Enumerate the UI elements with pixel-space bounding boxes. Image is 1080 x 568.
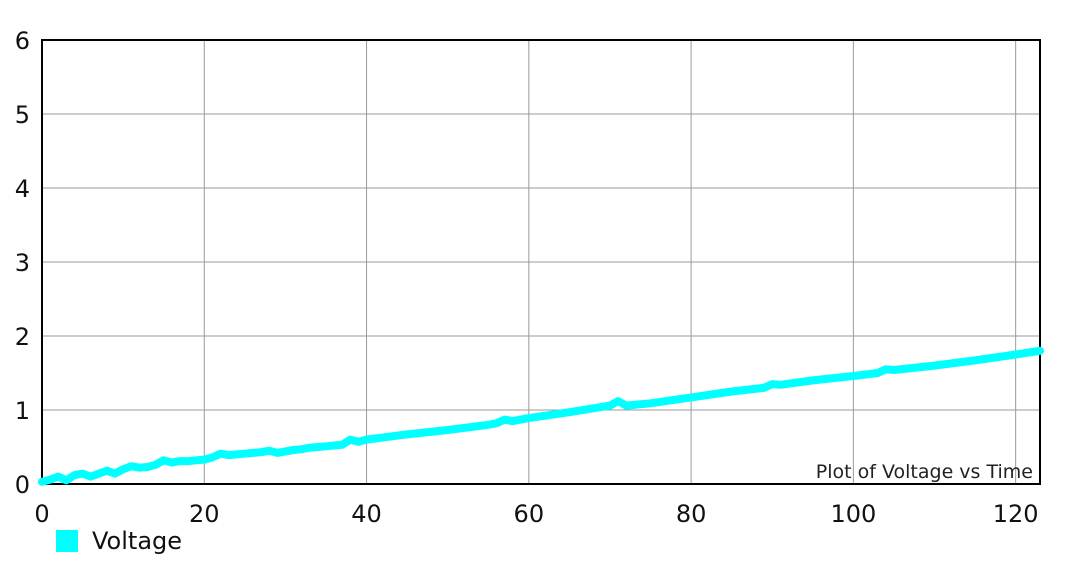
x-tick-label: 60 <box>514 500 545 528</box>
y-tick-label: 0 <box>15 471 30 499</box>
x-tick-label: 100 <box>830 500 876 528</box>
chart-description: Plot of Voltage vs Time <box>816 461 1033 483</box>
grid-lines <box>42 40 1040 484</box>
y-tick-label: 5 <box>15 101 30 129</box>
y-tick-label: 6 <box>15 27 30 55</box>
legend-swatch-voltage <box>56 530 78 552</box>
x-tick-label: 20 <box>189 500 220 528</box>
y-tick-labels: 0 1 2 3 4 5 6 <box>15 27 30 499</box>
y-tick-label: 3 <box>15 249 30 277</box>
plot-frame <box>41 39 1041 485</box>
x-tick-labels: 0 20 40 60 80 100 120 <box>34 500 1038 528</box>
series-line-voltage <box>38 346 1044 486</box>
x-tick-label: 40 <box>351 500 382 528</box>
y-tick-label: 1 <box>15 397 30 425</box>
x-tick-label: 80 <box>676 500 707 528</box>
y-tick-label: 4 <box>15 175 30 203</box>
y-tick-label: 2 <box>15 323 30 351</box>
legend-label-voltage: Voltage <box>92 527 183 555</box>
series-layer <box>38 346 1044 486</box>
legend: Voltage <box>56 527 182 555</box>
x-tick-label: 0 <box>34 500 49 528</box>
x-tick-label: 120 <box>993 500 1039 528</box>
